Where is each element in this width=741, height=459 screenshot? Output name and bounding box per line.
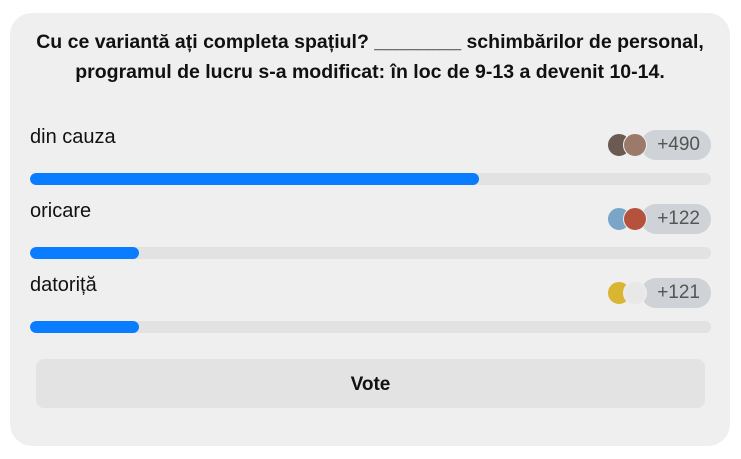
avatar (623, 281, 648, 305)
vote-button[interactable]: Vote (36, 359, 705, 408)
progress-fill (30, 173, 480, 185)
vote-count: +122 (641, 204, 711, 234)
avatar (623, 207, 648, 231)
option-label: oricare (30, 200, 92, 222)
progress-fill (30, 321, 139, 333)
voters[interactable]: +121 (607, 278, 711, 308)
avatar (623, 133, 648, 157)
option-label: din cauza (30, 126, 116, 148)
progress-fill (30, 247, 139, 259)
progress-bar (30, 321, 711, 333)
poll-option[interactable]: oricare +122 (30, 200, 711, 274)
vote-count: +490 (641, 130, 711, 160)
voters[interactable]: +122 (607, 204, 711, 234)
progress-bar (30, 173, 711, 185)
vote-count: +121 (641, 278, 711, 308)
progress-bar (30, 247, 711, 259)
option-label: datoriță (30, 274, 97, 296)
poll-option[interactable]: datoriță +121 (30, 274, 711, 348)
voters[interactable]: +490 (607, 130, 711, 160)
poll-option[interactable]: din cauza +490 (30, 126, 711, 200)
poll-question: Cu ce variantă ați completa spațiul? ___… (36, 31, 704, 83)
poll-card: Cu ce variantă ați completa spațiul? ___… (10, 13, 730, 446)
